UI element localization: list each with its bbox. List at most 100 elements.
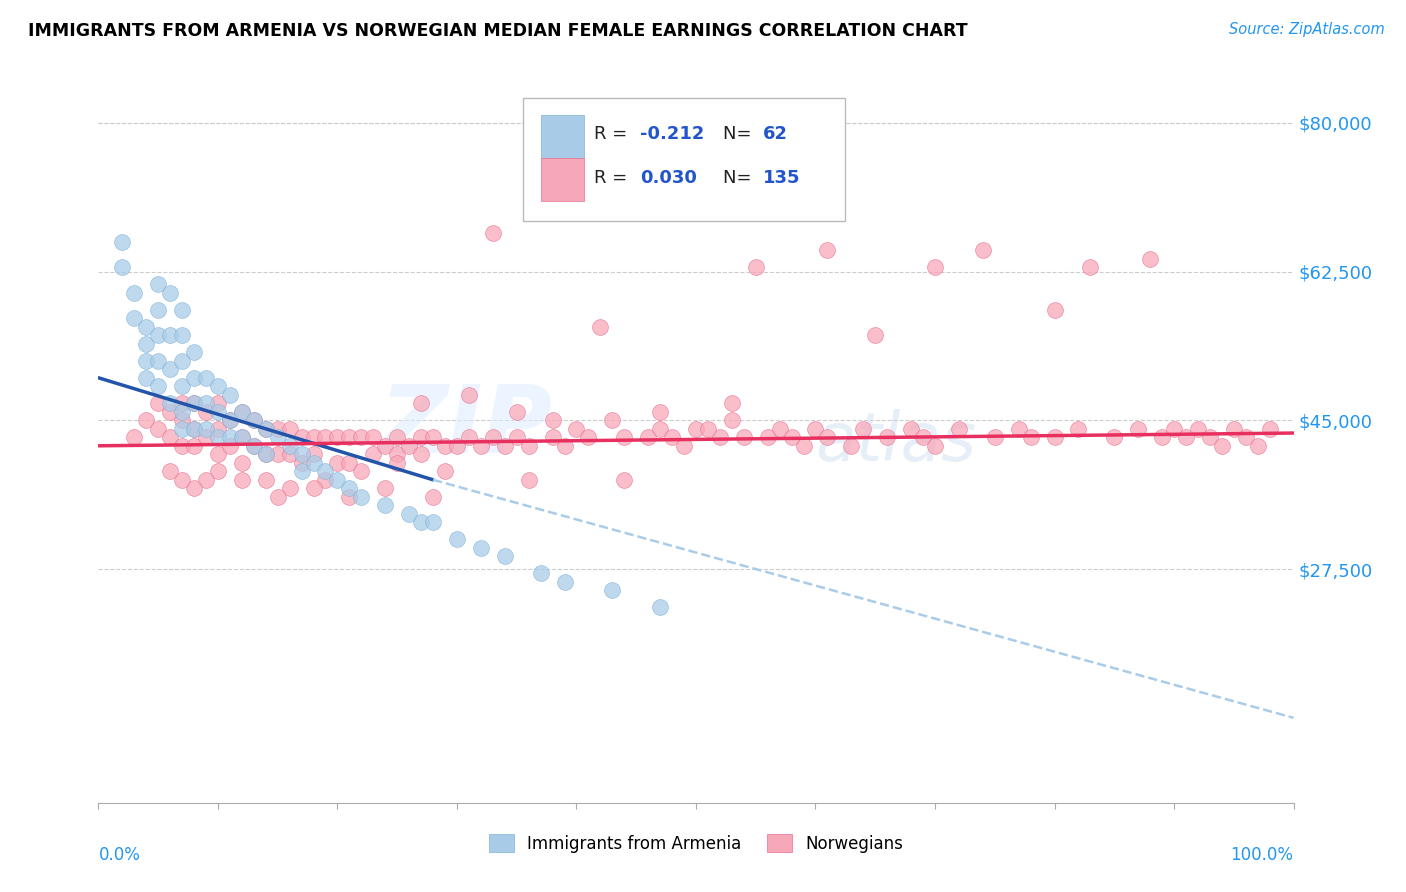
Point xyxy=(207,447,229,461)
FancyBboxPatch shape xyxy=(523,98,845,221)
Point xyxy=(207,396,229,410)
Point xyxy=(768,422,790,436)
Point xyxy=(172,328,194,343)
Point xyxy=(1234,430,1257,444)
FancyBboxPatch shape xyxy=(541,158,583,201)
Point xyxy=(148,353,170,368)
Point xyxy=(422,516,444,530)
Point xyxy=(183,422,205,436)
Point xyxy=(207,422,229,436)
Point xyxy=(685,422,707,436)
Point xyxy=(111,235,134,249)
Point xyxy=(924,260,946,275)
Point xyxy=(183,439,205,453)
Point xyxy=(398,507,420,521)
Point xyxy=(494,439,516,453)
Point xyxy=(207,430,229,444)
Point xyxy=(398,439,420,453)
Point xyxy=(254,422,277,436)
Point xyxy=(506,405,529,419)
Point xyxy=(135,353,157,368)
Point xyxy=(148,379,170,393)
Text: -0.212: -0.212 xyxy=(640,126,704,144)
Point xyxy=(984,430,1007,444)
Point xyxy=(1175,430,1198,444)
Text: N=: N= xyxy=(724,169,758,186)
Point xyxy=(195,371,218,385)
Point xyxy=(148,422,170,436)
Point xyxy=(278,481,301,495)
Point xyxy=(148,277,170,292)
Point xyxy=(1187,422,1209,436)
Point xyxy=(541,413,564,427)
Point xyxy=(278,447,301,461)
Point xyxy=(876,430,898,444)
Point xyxy=(1104,430,1126,444)
Point xyxy=(148,302,170,317)
Point xyxy=(135,413,157,427)
Text: atlas: atlas xyxy=(815,409,977,475)
Point xyxy=(637,430,659,444)
Point xyxy=(733,430,755,444)
Point xyxy=(183,396,205,410)
FancyBboxPatch shape xyxy=(541,115,583,158)
Point xyxy=(1223,422,1246,436)
Point xyxy=(411,430,433,444)
Point xyxy=(183,345,205,359)
Point xyxy=(339,430,361,444)
Point xyxy=(159,328,181,343)
Point xyxy=(302,447,325,461)
Point xyxy=(661,430,683,444)
Point xyxy=(589,319,612,334)
Point xyxy=(1080,260,1102,275)
Point xyxy=(207,405,229,419)
Point xyxy=(721,396,744,410)
Point xyxy=(374,439,396,453)
Point xyxy=(613,430,636,444)
Point xyxy=(124,285,146,300)
Point xyxy=(350,490,373,504)
Point xyxy=(231,430,253,444)
Point xyxy=(793,439,815,453)
Point xyxy=(1043,302,1066,317)
Point xyxy=(172,302,194,317)
Point xyxy=(195,430,218,444)
Point xyxy=(183,422,205,436)
Point xyxy=(183,481,205,495)
Point xyxy=(470,541,492,555)
Point xyxy=(195,473,218,487)
Point xyxy=(374,498,396,512)
Point xyxy=(267,490,290,504)
Point xyxy=(385,456,409,470)
Point xyxy=(267,422,290,436)
Point xyxy=(231,473,253,487)
Point xyxy=(494,549,516,564)
Point xyxy=(124,311,146,326)
Point xyxy=(411,516,433,530)
Point xyxy=(326,456,349,470)
Point xyxy=(709,430,731,444)
Point xyxy=(422,430,444,444)
Point xyxy=(804,422,827,436)
Text: R =: R = xyxy=(595,126,633,144)
Point xyxy=(243,439,266,453)
Text: Source: ZipAtlas.com: Source: ZipAtlas.com xyxy=(1229,22,1385,37)
Point xyxy=(434,439,457,453)
Point xyxy=(1152,430,1174,444)
Point xyxy=(278,422,301,436)
Point xyxy=(172,405,194,419)
Point xyxy=(254,422,277,436)
Point xyxy=(815,244,838,258)
Point xyxy=(1211,439,1233,453)
Point xyxy=(172,413,194,427)
Point xyxy=(254,473,277,487)
Point xyxy=(339,456,361,470)
Point xyxy=(326,430,349,444)
Point xyxy=(302,430,325,444)
Point xyxy=(852,422,875,436)
Text: 135: 135 xyxy=(763,169,800,186)
Point xyxy=(350,430,373,444)
Point xyxy=(458,430,481,444)
Text: 0.030: 0.030 xyxy=(640,169,697,186)
Point xyxy=(148,396,170,410)
